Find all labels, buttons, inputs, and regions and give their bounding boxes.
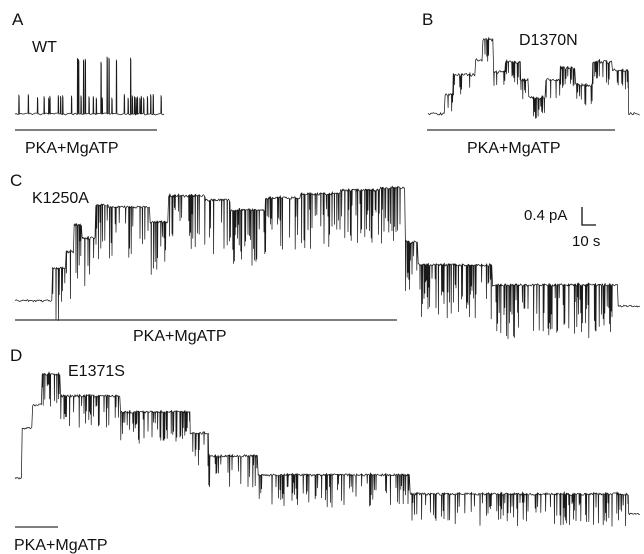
panel-a-construct-label: WT bbox=[32, 39, 57, 56]
panel-c-letter: C bbox=[10, 171, 22, 190]
panel-a-letter: A bbox=[12, 10, 24, 29]
scale-bar-current-label: 0.4 pA bbox=[524, 207, 567, 224]
panel-d: D E1371S PKA+MgATP bbox=[10, 346, 640, 554]
scale-bar: 0.4 pA 10 s bbox=[524, 207, 600, 250]
panel-b-treatment-label: PKA+MgATP bbox=[467, 140, 561, 157]
scale-bar-time-label: 10 s bbox=[572, 233, 600, 250]
panel-c-construct-label: K1250A bbox=[32, 190, 89, 207]
panel-b-construct-label: D1370N bbox=[519, 32, 578, 49]
panel-c-treatment-label: PKA+MgATP bbox=[133, 328, 227, 345]
panel-d-current-trace bbox=[14, 371, 640, 527]
panel-c-current-trace bbox=[14, 185, 641, 340]
panel-b: B D1370N PKA+MgATP bbox=[422, 10, 640, 157]
panel-a: A WT PKA+MgATP bbox=[12, 10, 165, 157]
panel-d-treatment-label: PKA+MgATP bbox=[14, 537, 108, 554]
panel-d-construct-label: E1371S bbox=[68, 363, 125, 380]
panel-a-current-trace bbox=[14, 56, 165, 116]
panel-c: C K1250A PKA+MgATP 0.4 pA 10 s bbox=[10, 171, 641, 345]
panel-b-current-trace bbox=[427, 37, 640, 119]
panel-d-letter: D bbox=[10, 346, 22, 365]
panel-b-letter: B bbox=[422, 10, 433, 29]
scale-bar-lines bbox=[581, 207, 596, 226]
panel-a-treatment-label: PKA+MgATP bbox=[25, 140, 119, 157]
